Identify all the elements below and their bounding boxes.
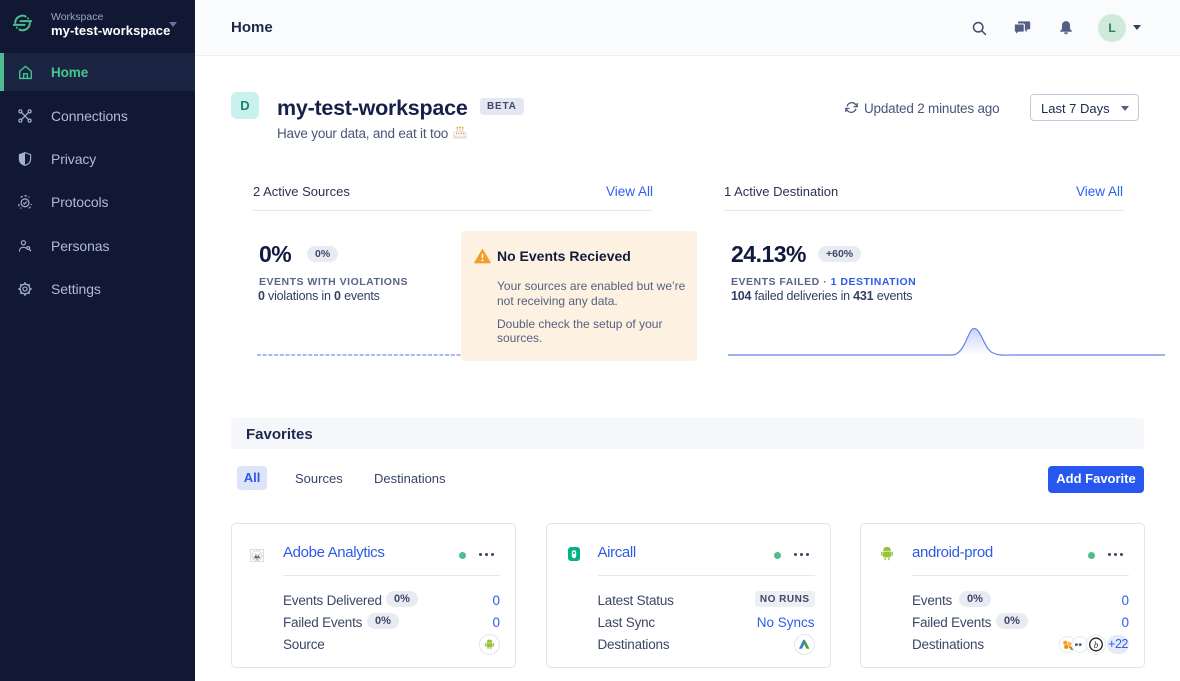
svg-text:s: s xyxy=(1070,646,1073,652)
svg-text:b: b xyxy=(1094,640,1099,650)
